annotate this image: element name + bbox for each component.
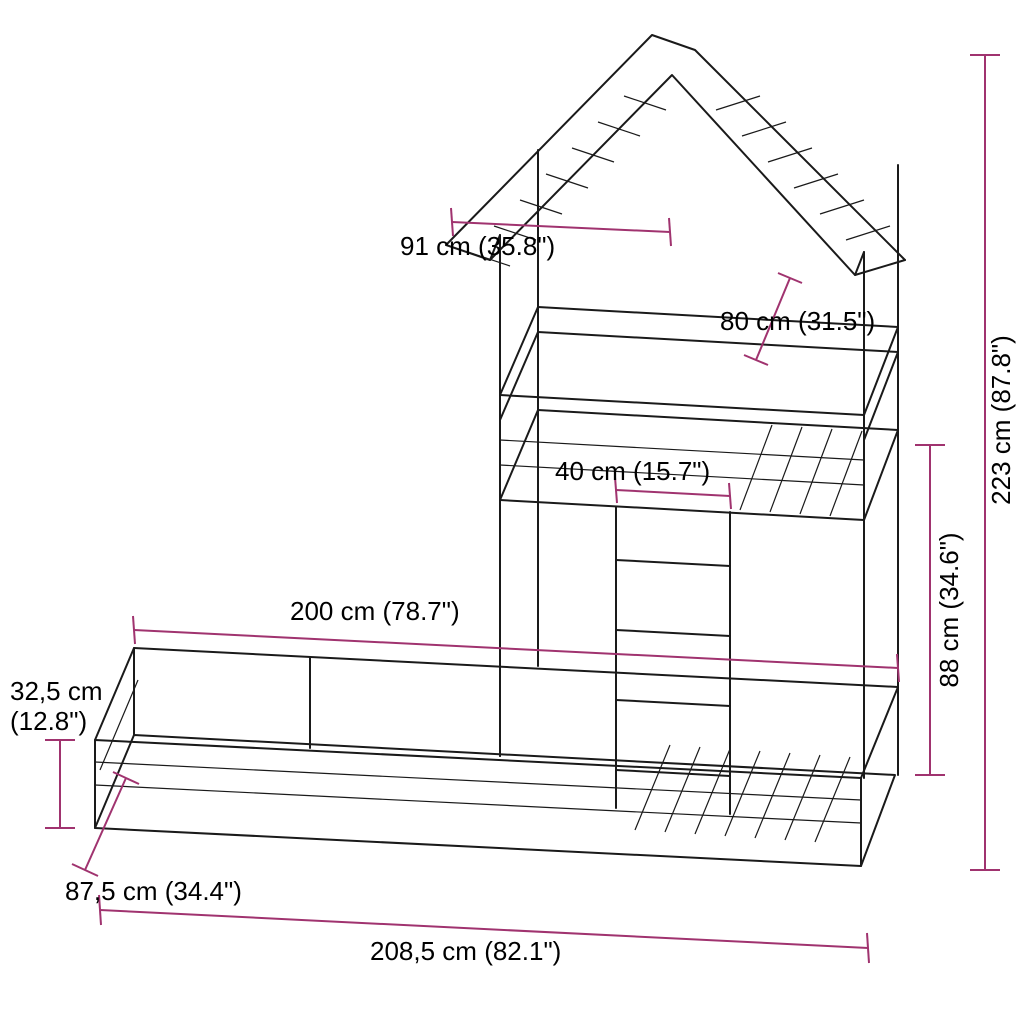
dimension-lines xyxy=(45,55,1000,963)
svg-text:88 cm (34.6"): 88 cm (34.6") xyxy=(934,532,964,687)
dim-bed-inner-cm: 200 cm xyxy=(290,596,375,626)
svg-text:200 cm (78.7"): 200 cm (78.7") xyxy=(290,596,460,626)
dim-total-length-cm: 208,5 cm xyxy=(370,936,477,966)
dim-ladder-width-in: (15.7") xyxy=(633,456,710,486)
tower-platform xyxy=(500,307,898,520)
bed-frame xyxy=(95,648,898,866)
dim-bed-side-in: (12.8") xyxy=(10,706,87,736)
svg-text:91 cm (35.8"): 91 cm (35.8") xyxy=(400,231,555,261)
dim-ladder-width-cm: 40 cm xyxy=(555,456,626,486)
svg-text:87,5 cm (34.4"): 87,5 cm (34.4") xyxy=(65,876,242,906)
dimension-diagram: 91 cm (35.8") 80 cm (31.5") 40 cm (15.7"… xyxy=(0,0,1024,1024)
dim-platform-height-cm: 88 cm xyxy=(934,617,964,688)
svg-text:(12.8"): (12.8") xyxy=(10,706,87,736)
dim-tower-depth-in: (31.5") xyxy=(798,306,875,336)
dim-roof-width-in: (35.8") xyxy=(478,231,555,261)
dim-roof-width-cm: 91 cm xyxy=(400,231,471,261)
dim-bed-inner-in: (78.7") xyxy=(383,596,460,626)
dim-total-length-in: (82.1") xyxy=(484,936,561,966)
dim-platform-height-in: (34.6") xyxy=(934,532,964,609)
dim-total-height-in: (87.8") xyxy=(986,335,1016,412)
dim-bed-depth-cm: 87,5 cm xyxy=(65,876,158,906)
svg-text:223 cm (87.8"): 223 cm (87.8") xyxy=(986,335,1016,505)
dim-total-height-cm: 223 cm xyxy=(986,420,1016,505)
svg-text:32,5 cm: 32,5 cm xyxy=(10,676,103,706)
svg-text:208,5 cm (82.1"): 208,5 cm (82.1") xyxy=(370,936,561,966)
svg-text:40 cm (15.7"): 40 cm (15.7") xyxy=(555,456,710,486)
dim-tower-depth-cm: 80 cm xyxy=(720,306,791,336)
svg-text:80 cm (31.5"): 80 cm (31.5") xyxy=(720,306,875,336)
dim-bed-side-cm: 32,5 cm xyxy=(10,676,103,706)
dim-bed-depth-in: (34.4") xyxy=(165,876,242,906)
